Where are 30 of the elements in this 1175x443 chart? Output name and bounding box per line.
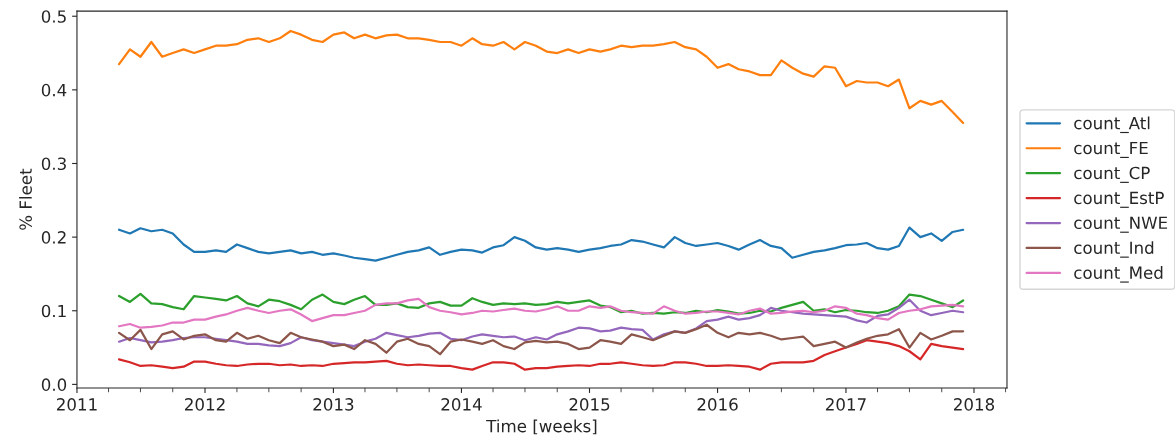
- x-tick-label: 2016: [697, 398, 738, 411]
- x-tick-label: 2017: [825, 398, 866, 411]
- y-tick-label: 0.1: [41, 304, 66, 318]
- legend-label: count_FE: [1074, 141, 1148, 159]
- line-series: [117, 323, 965, 356]
- y-tick-label: 0.0: [41, 378, 67, 391]
- y-tick-label: 0.5: [41, 10, 66, 23]
- line-series: [117, 297, 965, 329]
- legend-label: count_Med: [1074, 266, 1163, 283]
- x-axis-title: Time [weeks]: [486, 419, 597, 435]
- legend-label: count_EstP: [1074, 191, 1164, 208]
- line-series: [117, 226, 965, 262]
- line-series: [117, 292, 965, 315]
- legend-label: count_NWE: [1074, 216, 1168, 233]
- x-tick-label: 2013: [313, 398, 354, 411]
- y-tick-label: 0.3: [41, 157, 66, 171]
- x-tick-label: 2015: [569, 398, 610, 411]
- legend-label: count_CP: [1074, 166, 1150, 183]
- line-series: [117, 339, 965, 371]
- x-tick-label: 2014: [441, 398, 482, 411]
- line-series: [117, 298, 965, 348]
- legend-label: count_Ind: [1074, 241, 1154, 258]
- y-axis-title: % Fleet: [19, 168, 32, 230]
- y-tick-label: 0.4: [41, 83, 67, 97]
- x-tick-label: 2011: [56, 398, 97, 411]
- line-series: [117, 29, 965, 125]
- x-tick-label: 2018: [954, 398, 995, 411]
- y-tick-label: 0.2: [41, 231, 66, 244]
- legend-label: count_Atl: [1074, 116, 1150, 134]
- x-tick-label: 2012: [185, 398, 225, 411]
